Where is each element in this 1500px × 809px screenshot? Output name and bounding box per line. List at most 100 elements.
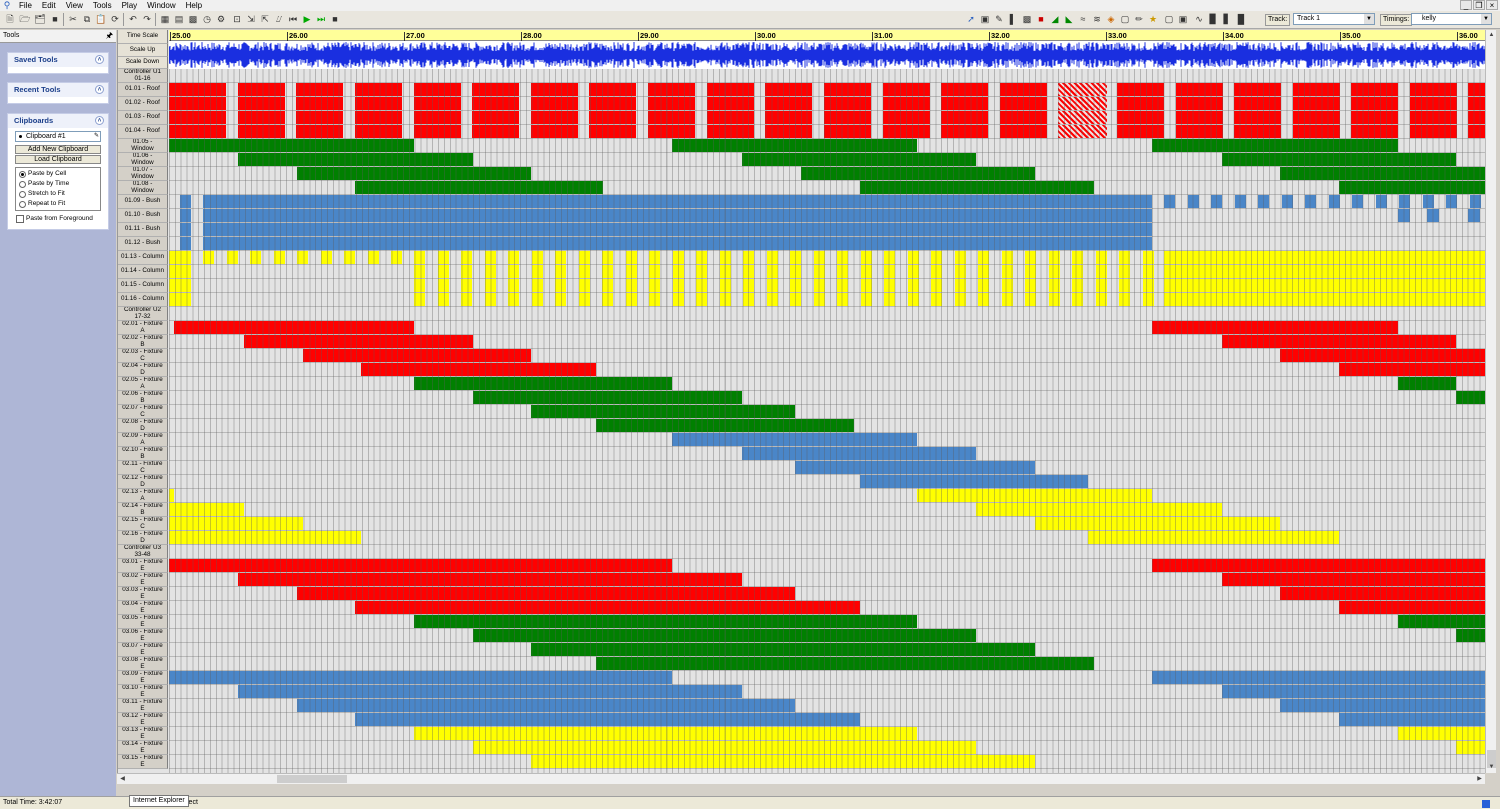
effect-block[interactable] — [1468, 209, 1480, 222]
effect-block[interactable] — [414, 125, 461, 138]
effect-block[interactable] — [907, 265, 919, 278]
effect-block[interactable] — [1095, 251, 1107, 264]
effect-block[interactable] — [169, 265, 191, 278]
effect-block[interactable] — [1410, 125, 1457, 138]
effect-block[interactable] — [1339, 363, 1485, 376]
effect-block[interactable] — [1398, 615, 1485, 628]
effect-block[interactable] — [1375, 195, 1387, 208]
effect-block[interactable] — [719, 251, 731, 264]
effect-block[interactable] — [1119, 251, 1130, 264]
effect-block[interactable] — [1048, 293, 1060, 306]
effect-block[interactable] — [931, 251, 942, 264]
fit-icon[interactable]: ⇲ — [247, 14, 255, 24]
effect-block[interactable] — [1456, 629, 1485, 642]
effect-block[interactable] — [837, 293, 848, 306]
effect-block[interactable] — [437, 251, 449, 264]
channel-label[interactable]: 02.08 - Fixture D — [118, 419, 168, 433]
time-scale-button[interactable]: Time Scale — [118, 30, 168, 44]
channel-row[interactable] — [169, 251, 1485, 265]
effect-block[interactable] — [578, 279, 590, 292]
color-fill-icon[interactable]: ▩ — [1022, 14, 1032, 24]
effect-block[interactable] — [931, 279, 942, 292]
open-recent-icon[interactable]: 🗂 — [34, 14, 46, 24]
effect-block[interactable] — [508, 251, 519, 264]
repeat-to-fit-radio[interactable]: Repeat to Fit — [18, 199, 100, 209]
channel-label[interactable]: 03.10 - Fixture E — [118, 685, 168, 699]
channel-label[interactable]: 03.04 - Fixture E — [118, 601, 168, 615]
effect-block[interactable] — [355, 601, 860, 614]
effect-block[interactable] — [941, 97, 988, 110]
channel-row[interactable] — [169, 545, 1485, 559]
channel-label[interactable]: 01.10 - Bush — [118, 209, 168, 223]
effect-block[interactable] — [1351, 111, 1398, 124]
effect-block[interactable] — [414, 265, 425, 278]
effect-block[interactable] — [883, 83, 930, 96]
play-selection-icon[interactable]: ⏭ — [316, 14, 326, 24]
effect-block[interactable] — [1072, 293, 1083, 306]
effect-block[interactable] — [437, 265, 449, 278]
scale-up-button[interactable]: Scale Up — [118, 44, 168, 57]
effect-block[interactable] — [1072, 265, 1083, 278]
effect-block[interactable] — [1048, 279, 1060, 292]
effect-block[interactable] — [976, 503, 1222, 516]
effect-block[interactable] — [238, 111, 285, 124]
effect-block[interactable] — [296, 83, 343, 96]
collapse-icon[interactable]: ˄ — [95, 85, 104, 94]
effect-block[interactable] — [1048, 251, 1060, 264]
effect-block[interactable] — [1000, 111, 1047, 124]
effect-block[interactable] — [625, 251, 637, 264]
channel-label[interactable]: 01.02 - Roof — [118, 97, 168, 111]
effect-block[interactable] — [238, 97, 285, 110]
effect-block[interactable] — [531, 293, 543, 306]
effect-block[interactable] — [719, 293, 731, 306]
effect-block[interactable] — [296, 97, 343, 110]
effect-block[interactable] — [472, 83, 519, 96]
effect-block[interactable] — [1456, 741, 1485, 754]
channel-label[interactable]: 02.13 - Fixture A — [118, 489, 168, 503]
channel-label[interactable]: 03.09 - Fixture E — [118, 671, 168, 685]
bars-icon[interactable]: ▉ — [1209, 14, 1217, 24]
scroll-thumb[interactable] — [1487, 750, 1496, 768]
effect-block[interactable] — [1095, 265, 1107, 278]
effect-block[interactable] — [589, 83, 636, 96]
paste-icon[interactable]: 📋 — [95, 14, 107, 24]
shimmer-icon[interactable]: ≋ — [1093, 14, 1101, 24]
effect-block[interactable] — [1222, 573, 1485, 586]
loop-icon[interactable]: ⌰ — [276, 14, 282, 24]
effect-block[interactable] — [1398, 377, 1456, 390]
effect-block[interactable] — [226, 251, 238, 264]
effect-block[interactable] — [1000, 83, 1047, 96]
effect-block[interactable] — [1398, 727, 1485, 740]
controller-label[interactable]: Controller U3 33-48 — [118, 545, 168, 559]
scroll-thumb[interactable] — [277, 775, 347, 783]
effect-block[interactable] — [649, 293, 660, 306]
scroll-left-icon[interactable]: ◀ — [120, 776, 125, 782]
effect-block[interactable] — [589, 125, 636, 138]
effect-block[interactable] — [180, 237, 191, 250]
channel-label[interactable]: 03.12 - Fixture E — [118, 713, 168, 727]
channel-row[interactable] — [169, 335, 1485, 349]
zoom-icon[interactable]: ⊡ — [233, 14, 241, 24]
effect-block[interactable] — [917, 489, 1152, 502]
effect-block[interactable] — [824, 83, 871, 96]
effect-block[interactable] — [1072, 251, 1083, 264]
effect-block[interactable] — [743, 279, 754, 292]
effect-block[interactable] — [743, 251, 754, 264]
effect-block[interactable] — [1142, 293, 1154, 306]
channel-label[interactable]: 01.01 - Roof — [118, 83, 168, 97]
effect-block[interactable] — [1000, 97, 1047, 110]
channel-label[interactable]: 03.13 - Fixture E — [118, 727, 168, 741]
effect-block[interactable] — [1117, 83, 1164, 96]
effect-block[interactable] — [1469, 195, 1481, 208]
effect-block[interactable] — [1339, 181, 1485, 194]
redo-icon[interactable]: ↷ — [143, 14, 151, 24]
effect-block[interactable] — [1058, 83, 1107, 96]
effect-block[interactable] — [625, 279, 637, 292]
effect-block[interactable] — [1001, 251, 1013, 264]
collapse-icon[interactable]: ˄ — [95, 116, 104, 125]
effect-block[interactable] — [531, 251, 543, 264]
channel-label[interactable]: 01.13 - Column — [118, 251, 168, 265]
brush-icon[interactable]: ✎ — [995, 14, 1003, 24]
effect-block[interactable] — [238, 685, 742, 698]
audio-waveform[interactable] — [169, 41, 1485, 69]
